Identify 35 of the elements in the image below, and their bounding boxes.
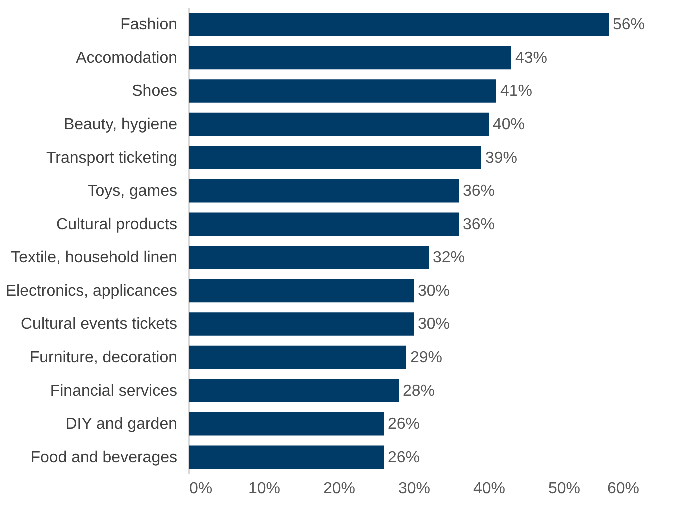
data-label: 28% — [403, 382, 436, 400]
data-label: 56% — [613, 16, 646, 34]
x-tick-label: 0% — [190, 480, 213, 498]
y-tick-label: Electronics, applicances — [6, 282, 178, 300]
data-label: 43% — [516, 50, 548, 67]
y-tick-label: Furniture, decoration — [30, 350, 178, 366]
data-label: 36% — [463, 216, 496, 234]
y-tick-label: Accomodation — [76, 50, 178, 67]
y-tick-label: Financial services — [50, 382, 178, 400]
y-tick-label: DIY and garden — [66, 416, 178, 434]
data-label: 39% — [486, 150, 518, 167]
y-tick-label: Shoes — [132, 83, 178, 100]
x-tick-label: 50% — [548, 480, 581, 498]
x-tick-label: 40% — [473, 480, 506, 498]
x-tick-label: 10% — [248, 480, 281, 498]
data-label: 30% — [418, 316, 450, 334]
data-label: 41% — [500, 83, 533, 100]
y-tick-label: Food and beverages — [30, 449, 178, 466]
y-tick-label: Cultural products — [56, 216, 178, 234]
data-label: 29% — [410, 350, 443, 366]
x-tick-label: 60% — [607, 480, 640, 498]
y-tick-label: Cultural events tickets — [20, 316, 178, 334]
x-tick-label: 20% — [323, 480, 356, 498]
data-label: 40% — [493, 116, 526, 134]
y-tick-label: Textile, household linen — [11, 250, 178, 267]
data-label: 30% — [418, 282, 450, 300]
data-label: 26% — [388, 416, 420, 434]
y-tick-label: Transport ticketing — [46, 150, 178, 167]
data-label: 26% — [388, 449, 420, 466]
x-tick-label: 30% — [398, 480, 431, 498]
data-label: 36% — [463, 183, 496, 200]
y-tick-label: Fashion — [120, 16, 178, 34]
data-label: 32% — [433, 250, 466, 267]
y-tick-label: Beauty, hygiene — [64, 116, 178, 134]
y-tick-label: Toys, games — [88, 183, 178, 200]
